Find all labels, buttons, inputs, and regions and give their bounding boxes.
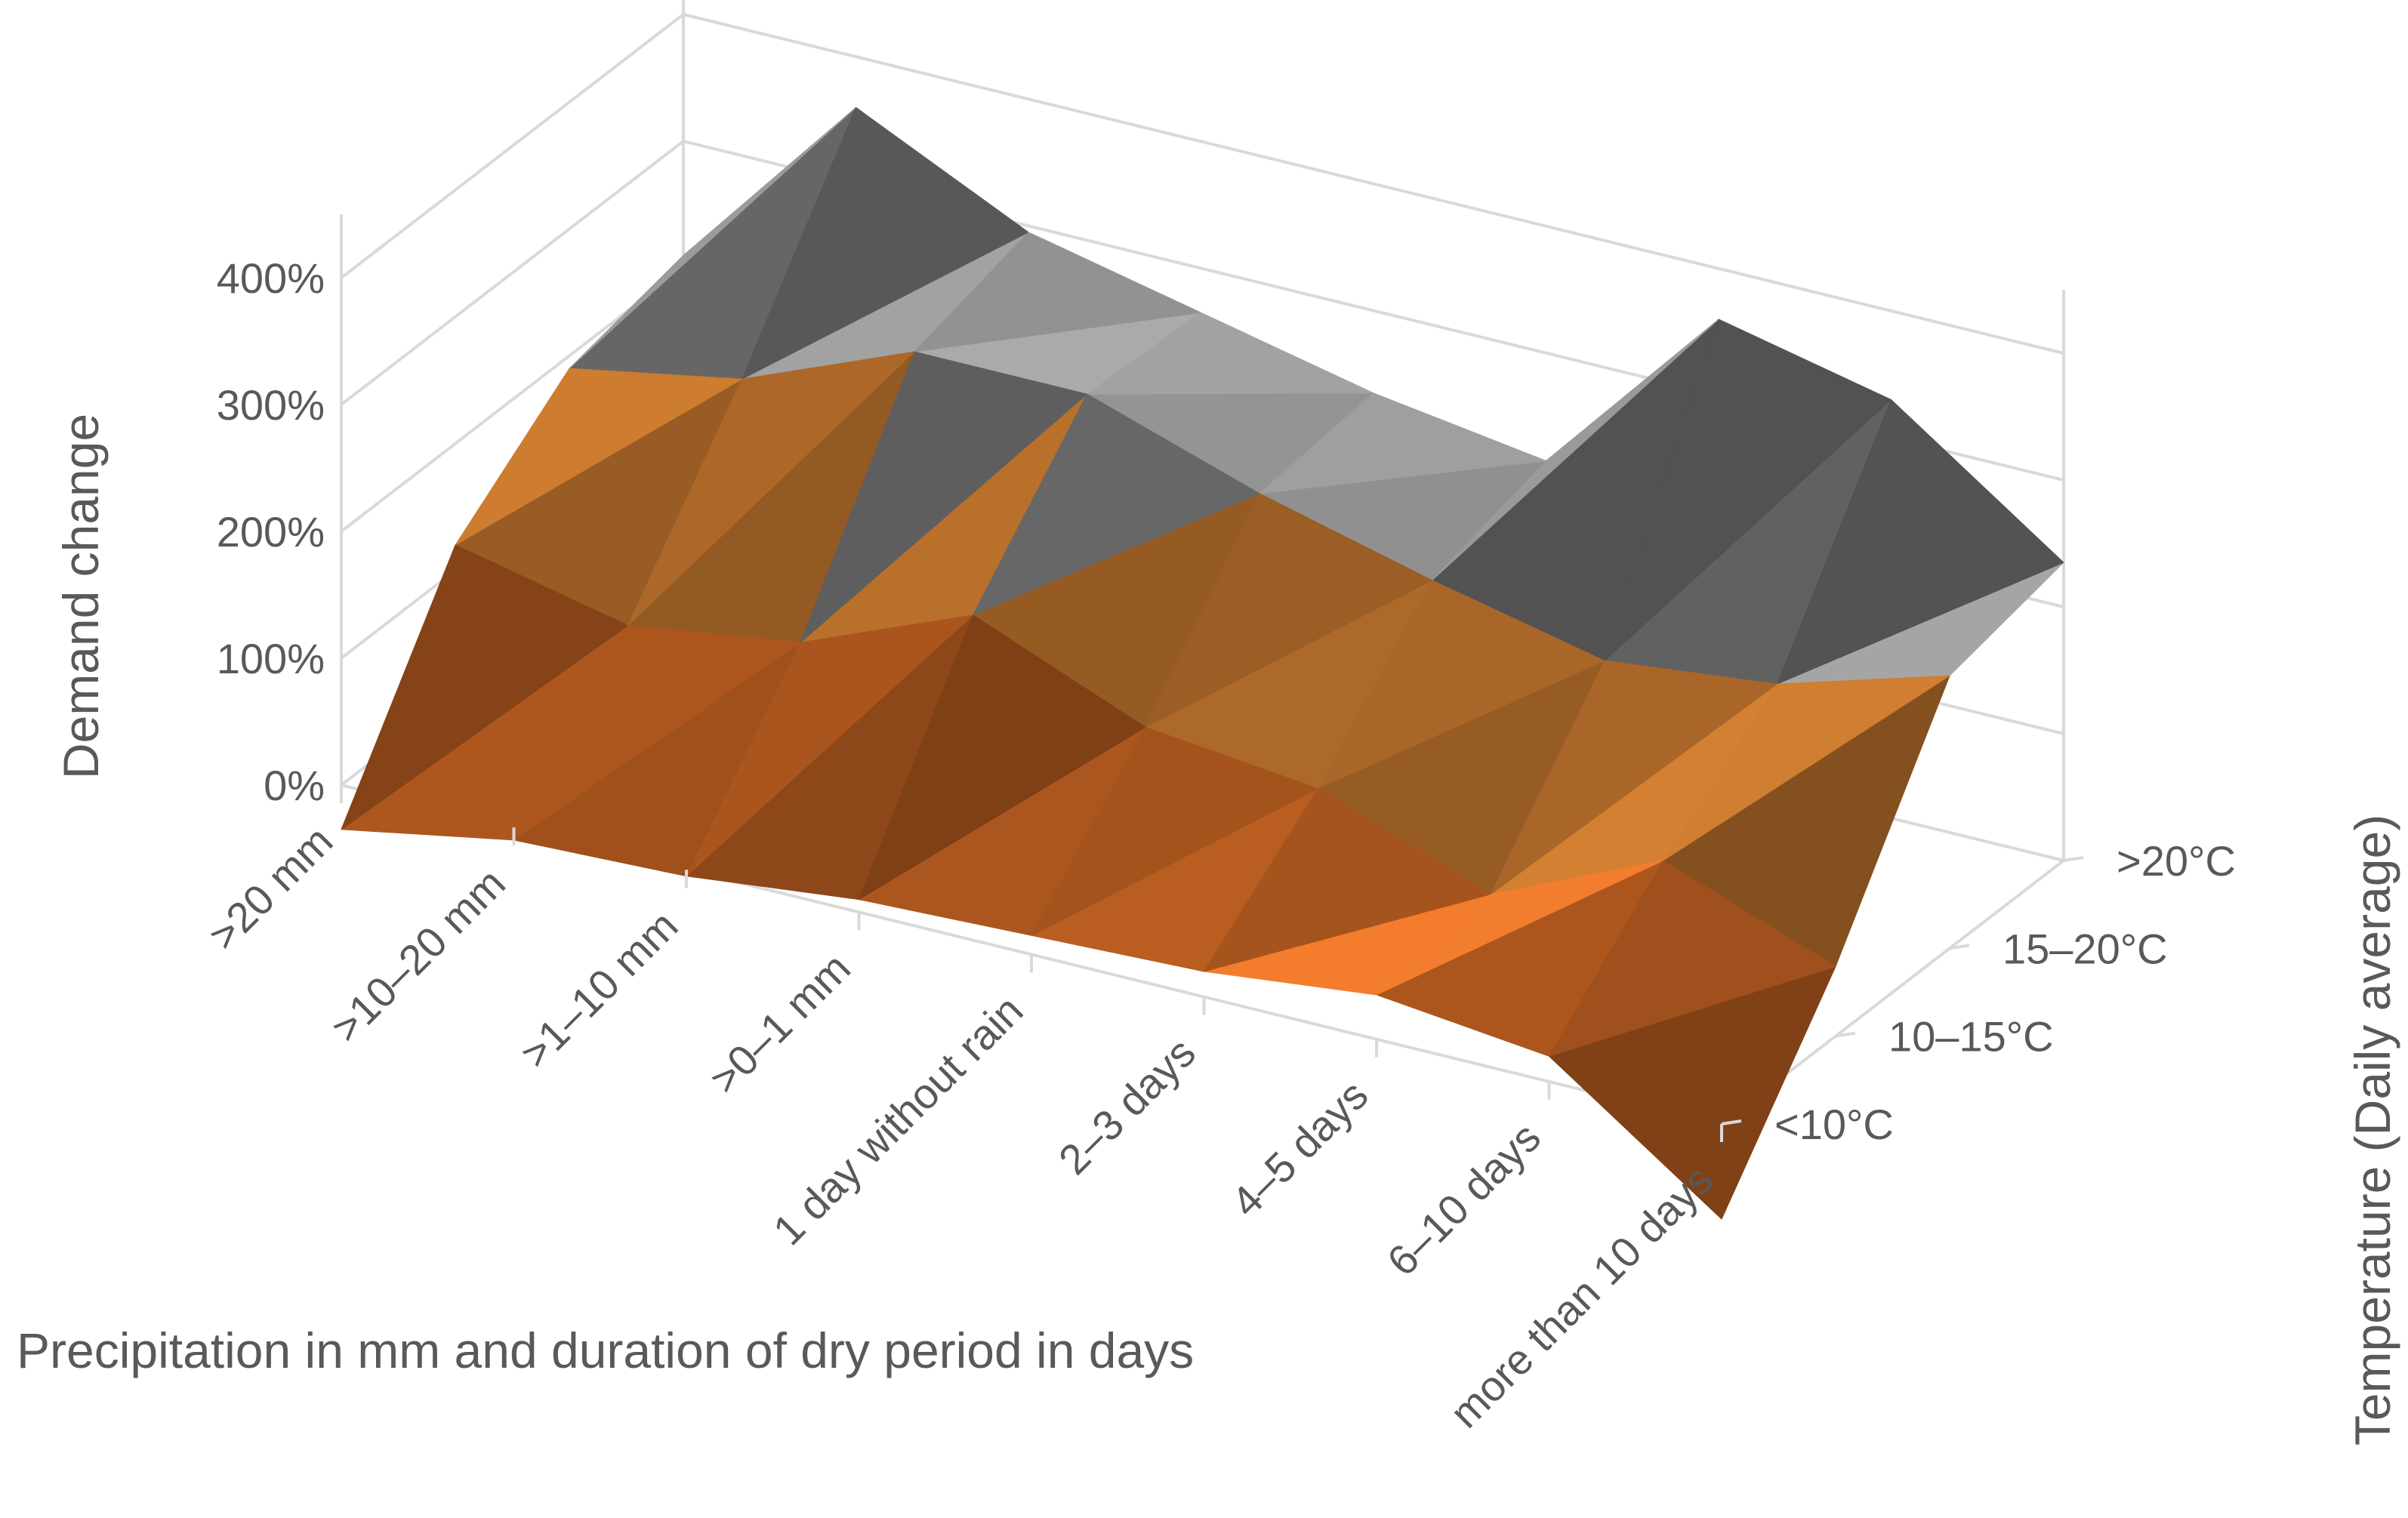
axis-ticks (340, 785, 2084, 1142)
surface-facet (1087, 312, 1374, 395)
surface (341, 106, 2064, 1220)
surface-facet (1031, 726, 1318, 936)
surface-facet (973, 393, 1260, 616)
surface-facet (1318, 580, 1605, 790)
z-tick-label: 100% (217, 635, 325, 682)
x-tick-label: 6–10 days (1378, 1113, 1549, 1285)
surface-facet (800, 351, 1087, 643)
y-tick-label: 10–15°C (1888, 1013, 2054, 1061)
y-axis-title: Temperature (Daily average) (2345, 814, 2400, 1446)
surface-facet (742, 106, 1029, 380)
z-tick-label: 200% (217, 508, 325, 556)
x-tick-label: 4–5 days (1222, 1071, 1377, 1226)
y-tick-label: <10°C (1774, 1101, 1894, 1148)
y-tick-label: 15–20°C (2003, 925, 2168, 972)
surface-facet (1604, 319, 1892, 661)
y-tick-mark (1835, 1031, 1856, 1038)
surface-facet (1663, 675, 1950, 861)
surface-facet (1490, 660, 1777, 895)
surface-facet (1204, 788, 1491, 972)
x-tick-label: >10–20 mm (322, 859, 514, 1052)
surface-facet (1432, 319, 1719, 581)
gridline-400% (340, 12, 2064, 355)
z-tick-label: 0% (264, 762, 325, 809)
x-tick-label: >1–10 mm (511, 901, 687, 1077)
z-tick-label: 300% (217, 381, 325, 429)
y-tick-mark (1721, 1119, 1742, 1125)
surface-facet (513, 625, 801, 841)
z-tick-label: 400% (217, 254, 325, 302)
y-tick-label: >20°C (2117, 837, 2236, 885)
surface-facet (569, 106, 856, 369)
x-tick-label: >0–1 mm (700, 944, 859, 1103)
surface-facet (1376, 860, 1663, 996)
surface-facet (1549, 860, 1836, 1057)
z-axis-title: Demand change (53, 414, 109, 779)
surface-facet (341, 544, 628, 830)
surface-facet (1777, 399, 2064, 685)
surface-facet (1259, 393, 1546, 494)
x-tick-label: 2–3 days (1050, 1029, 1204, 1184)
x-axis-title: Precipitation in mm and duration of dry … (17, 1322, 1194, 1378)
x-tick-label: >20 mm (199, 817, 342, 959)
surface-facet (859, 614, 1146, 901)
surface-facet (686, 614, 973, 877)
surface-facet (1145, 493, 1432, 728)
surface-facet (455, 368, 742, 546)
surface-facet (627, 351, 915, 627)
y-tick-mark (2063, 856, 2084, 862)
surface-facet (914, 232, 1201, 353)
y-tick-mark (1949, 944, 1970, 950)
